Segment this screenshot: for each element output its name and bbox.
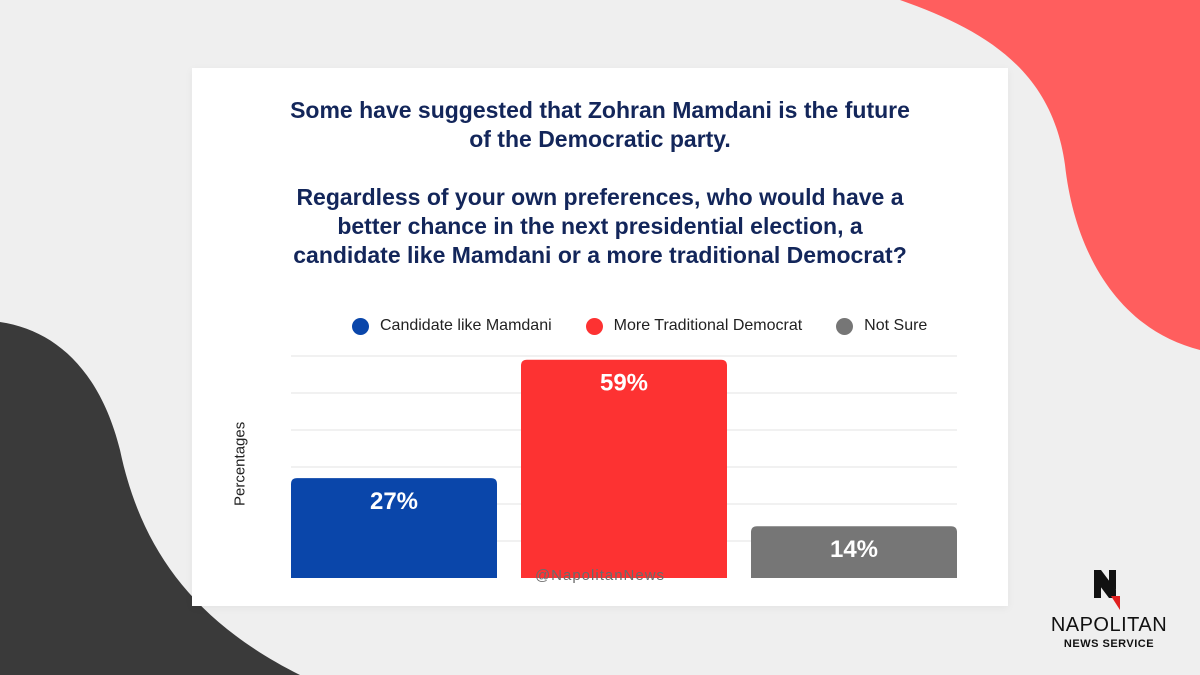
question-line: of the Democratic party. [469, 126, 731, 152]
bar-value-label: 14% [830, 536, 878, 563]
question-line: candidate like Mamdani or a more traditi… [293, 242, 907, 268]
legend-label: Candidate like Mamdani [380, 317, 552, 334]
coral-corner-shape [900, 0, 1200, 350]
legend-swatch-gray [836, 317, 854, 335]
napolitan-logo: NAPOLITAN NEWS SERVICE [1044, 566, 1174, 656]
dark-corner-shape [0, 322, 300, 675]
bar-value-label: 59% [600, 370, 648, 397]
napolitan-n-logo-icon [1094, 570, 1120, 610]
bar-more-traditional-democrat [521, 359, 727, 578]
legend-swatch-blue [352, 317, 369, 335]
bar-value-label: 27% [370, 488, 418, 515]
bar-chart: 27% 59% 14% [291, 355, 957, 578]
y-axis-label: Percentages [231, 421, 249, 506]
legend-item-not-sure: Not Sure [836, 317, 927, 335]
bar-candidate-like-mamdani [291, 478, 497, 578]
question-text: Some have suggested that Zohran Mamdani … [192, 96, 1008, 270]
question-line: Regardless of your own preferences, who … [296, 184, 904, 210]
legend-swatch-red [585, 317, 603, 335]
legend-item-candidate-like-mamdani: Candidate like Mamdani [352, 317, 552, 335]
social-handle: @NapolitanNews [534, 567, 666, 584]
legend-label: More Traditional Democrat [613, 317, 803, 334]
legend-item-more-traditional-democrat: More Traditional Democrat [585, 317, 803, 335]
chart-card: Some have suggested that Zohran Mamdani … [192, 68, 1008, 606]
logo-subtitle: NEWS SERVICE [1063, 638, 1155, 650]
question-line: Some have suggested that Zohran Mamdani … [290, 97, 910, 123]
chart-legend: Candidate like Mamdani More Traditional … [352, 315, 961, 337]
bar-not-sure [751, 526, 957, 578]
question-line: better chance in the next presidential e… [337, 213, 863, 239]
legend-label: Not Sure [864, 317, 928, 334]
logo-name: NAPOLITAN [1050, 614, 1168, 636]
